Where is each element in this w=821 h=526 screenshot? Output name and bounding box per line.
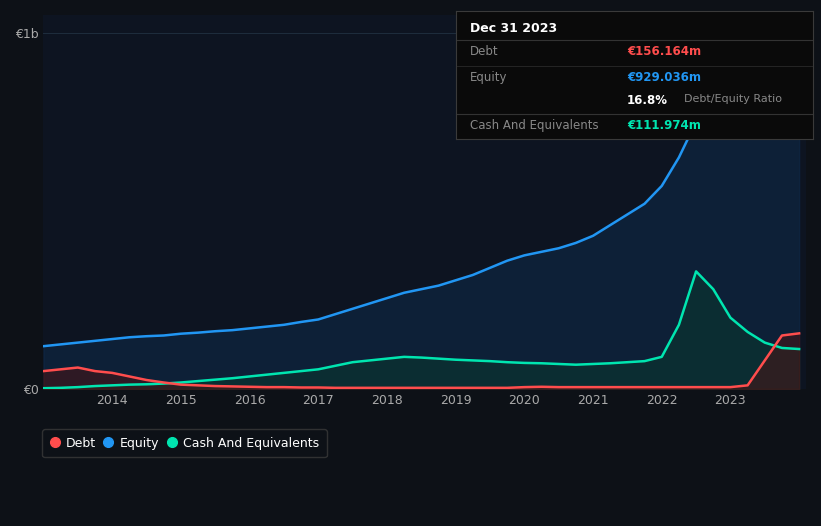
Text: €156.164m: €156.164m bbox=[627, 45, 701, 58]
Text: Debt/Equity Ratio: Debt/Equity Ratio bbox=[684, 94, 782, 104]
Legend: Debt, Equity, Cash And Equivalents: Debt, Equity, Cash And Equivalents bbox=[42, 429, 327, 458]
Text: Equity: Equity bbox=[470, 71, 507, 84]
Text: Dec 31 2023: Dec 31 2023 bbox=[470, 22, 557, 35]
Text: Cash And Equivalents: Cash And Equivalents bbox=[470, 119, 599, 132]
Text: €929.036m: €929.036m bbox=[627, 71, 701, 84]
Text: 16.8%: 16.8% bbox=[627, 94, 668, 107]
Text: Debt: Debt bbox=[470, 45, 498, 58]
Text: €111.974m: €111.974m bbox=[627, 119, 701, 132]
